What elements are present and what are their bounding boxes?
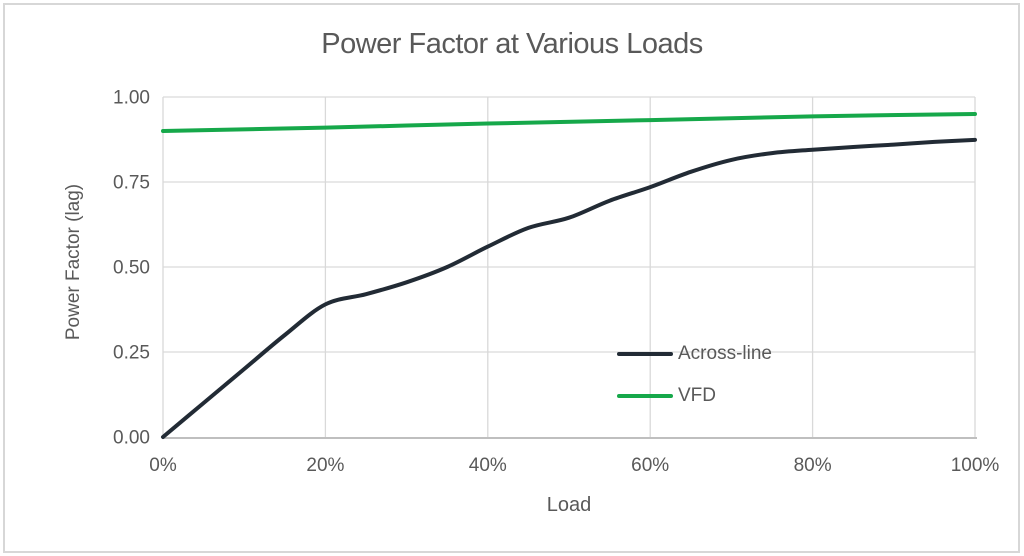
- legend: Across-line VFD: [617, 333, 772, 417]
- legend-item-across-line: Across-line: [617, 333, 772, 375]
- chart-frame: [3, 3, 1020, 553]
- y-tick-label: 0.50: [113, 258, 150, 279]
- y-axis-title: Power Factor (lag): [63, 183, 84, 341]
- series-line-vfd: [161, 112, 977, 133]
- legend-label-vfd: VFD: [678, 385, 716, 406]
- y-tick-label: 0.75: [113, 173, 150, 194]
- x-tick-label: 0%: [149, 455, 177, 476]
- x-tick-label: 100%: [951, 455, 1000, 476]
- series-line-across-line: [161, 137, 977, 439]
- legend-item-vfd: VFD: [617, 375, 772, 417]
- x-tick-label: 60%: [631, 455, 669, 476]
- y-tick-label: 0.00: [113, 428, 150, 449]
- y-tick-label: 0.25: [113, 343, 150, 364]
- chart-title: Power Factor at Various Loads: [321, 28, 703, 60]
- legend-line-swatch-across-line: [617, 352, 673, 356]
- y-tick-label: 1.00: [113, 88, 150, 109]
- x-axis-title: Load: [546, 494, 592, 516]
- x-tick-label: 40%: [469, 455, 507, 476]
- x-tick-label: 20%: [306, 455, 344, 476]
- legend-label-across-line: Across-line: [678, 343, 772, 364]
- legend-line-swatch-vfd: [617, 394, 673, 398]
- x-tick-label: 80%: [794, 455, 832, 476]
